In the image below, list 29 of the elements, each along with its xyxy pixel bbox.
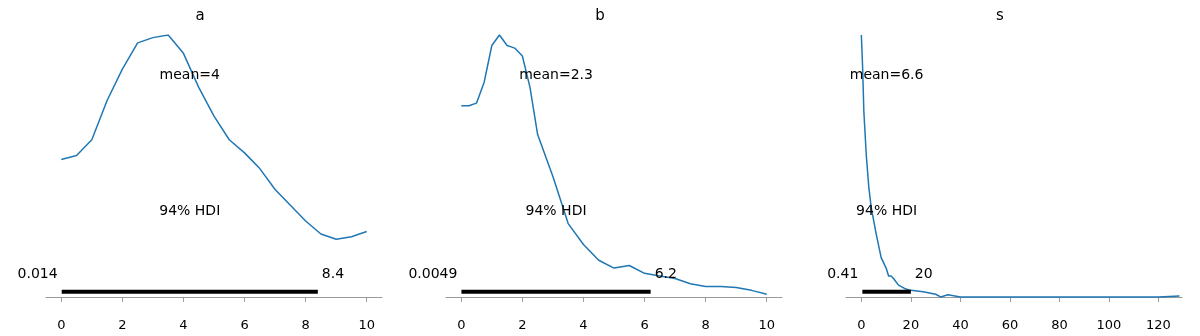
x-tick-label: 4	[579, 317, 588, 332]
x-tick-label: 4	[179, 317, 188, 332]
chart-title: a	[195, 5, 205, 24]
annotation: 6.2	[654, 264, 677, 281]
x-tick-label: 0	[457, 317, 466, 332]
text: 94% HDI	[159, 202, 221, 219]
chart-title: s	[996, 5, 1005, 24]
x-tick-label: 2	[518, 317, 527, 332]
x-tick-label: 40	[952, 317, 969, 332]
x-tick-label: 100	[1096, 317, 1122, 332]
x-tick-label: 10	[358, 317, 375, 332]
x-tick-label: 0	[57, 317, 66, 332]
annotation: 8.4	[321, 264, 345, 281]
annotation: 0.41	[827, 264, 859, 281]
x-tick-label: 6	[640, 317, 649, 332]
chart-title: b	[595, 5, 605, 24]
x-tick-label: 8	[301, 317, 310, 332]
annotation: 20	[914, 264, 933, 281]
x-tick-label: 0	[857, 317, 866, 332]
x-tick-label: 20	[902, 317, 920, 332]
x-tick-label: 6	[240, 317, 249, 332]
annotation: 0.014	[17, 264, 58, 281]
x-tick-label: 2	[118, 317, 127, 332]
annotation: 0.0049	[408, 264, 458, 281]
x-tick-label: 10	[758, 317, 775, 332]
x-tick-label: 80	[1051, 317, 1068, 332]
x-tick-label: 120	[1146, 317, 1171, 332]
x-tick-label: 60	[1001, 317, 1019, 332]
x-tick-label: 8	[701, 317, 710, 332]
